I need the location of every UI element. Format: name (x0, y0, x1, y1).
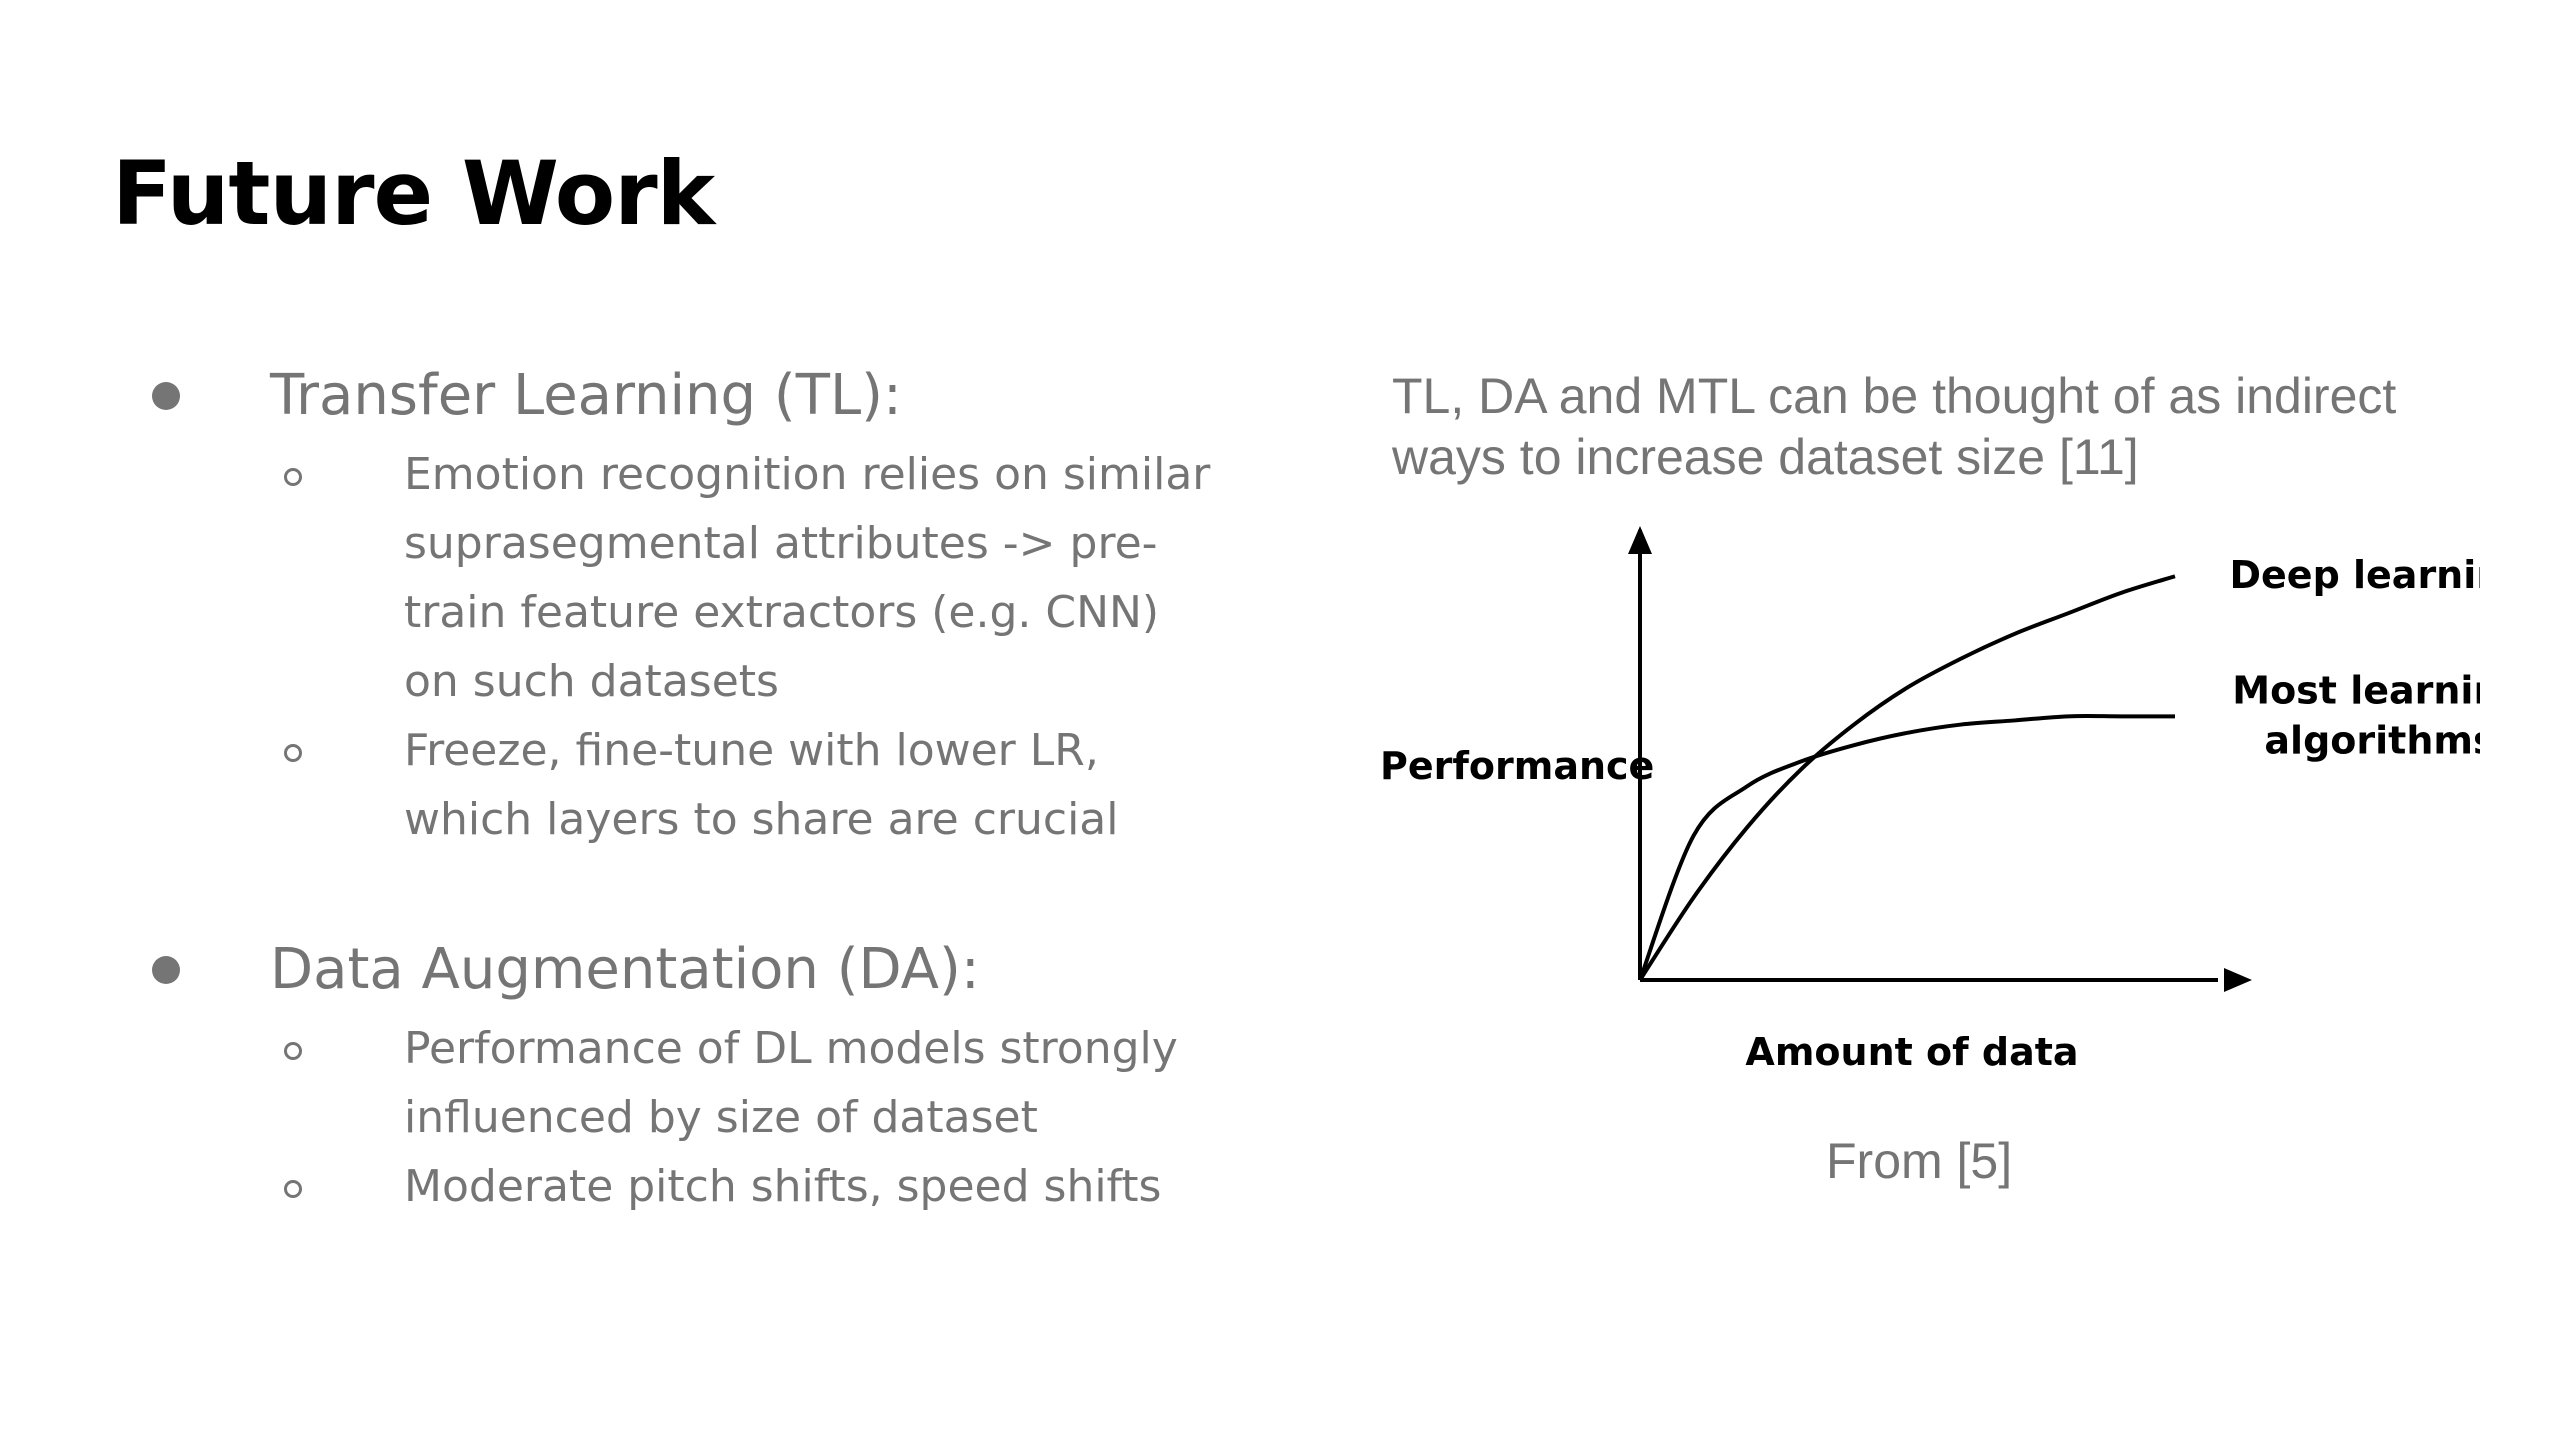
section-heading: Data Augmentation (DA): (270, 937, 980, 1002)
bullet-heading: Transfer Learning (TL): (140, 352, 1280, 440)
slide-title: Future Work (112, 142, 715, 245)
list-item: Freeze, fine-tune with lower LR, which l… (284, 716, 1280, 854)
list-item: Performance of DL models strongly influe… (284, 1014, 1280, 1152)
list-item: Moderate pitch shifts, speed shifts (284, 1152, 1280, 1221)
series-layer (1638, 574, 2176, 982)
bullet-dot-icon (152, 956, 180, 984)
list-item: Emotion recognition relies on similar su… (284, 440, 1280, 716)
figure-caption-block: TL, DA and MTL can be thought of as indi… (1392, 366, 2522, 488)
hollow-bullet-icon (284, 744, 302, 762)
series-label-0: Deep learning (2229, 553, 2480, 597)
chart-svg: Deep learning Most learningalgorithms Per… (1380, 526, 2531, 1074)
list-item-text: Emotion recognition relies on similar su… (404, 449, 1211, 707)
figure-caption: TL, DA and MTL can be thought of as indi… (1392, 368, 2397, 485)
x-axis-arrow-icon (2224, 968, 2252, 992)
section-transfer-learning: Transfer Learning (TL): Emotion recognit… (140, 352, 1280, 854)
y-axis-label: Performance (1380, 744, 1654, 788)
bullet-content: Transfer Learning (TL): Emotion recognit… (140, 352, 1280, 1221)
list-item-text: Moderate pitch shifts, speed shifts (404, 1161, 1162, 1212)
series-line-1 (1638, 714, 2175, 981)
hollow-bullet-icon (284, 1180, 302, 1198)
y-axis-arrow-icon (1628, 526, 1652, 554)
series-label-1: Most learningalgorithms (2232, 668, 2480, 762)
sub-list: Emotion recognition relies on similar su… (140, 440, 1280, 854)
x-axis-label: Amount of data (1745, 1030, 2078, 1074)
performance-chart: Deep learning Most learningalgorithms Per… (1380, 510, 2531, 1090)
label-layer: Deep learning Most learningalgorithms (2229, 553, 2530, 762)
hollow-bullet-icon (284, 1042, 302, 1060)
section-heading: Transfer Learning (TL): (270, 363, 902, 428)
list-item-text: Performance of DL models strongly influe… (404, 1023, 1178, 1143)
figure-source: From [5] (1826, 1133, 2013, 1189)
series-line-0 (1638, 574, 2176, 982)
hollow-bullet-icon (284, 468, 302, 486)
section-data-augmentation: Data Augmentation (DA): Performance of D… (140, 926, 1280, 1221)
list-item-text: Freeze, fine-tune with lower LR, which l… (404, 725, 1119, 845)
bullet-dot-icon (152, 382, 180, 410)
sub-list: Performance of DL models strongly influe… (140, 1014, 1280, 1221)
bullet-heading: Data Augmentation (DA): (140, 926, 1280, 1014)
